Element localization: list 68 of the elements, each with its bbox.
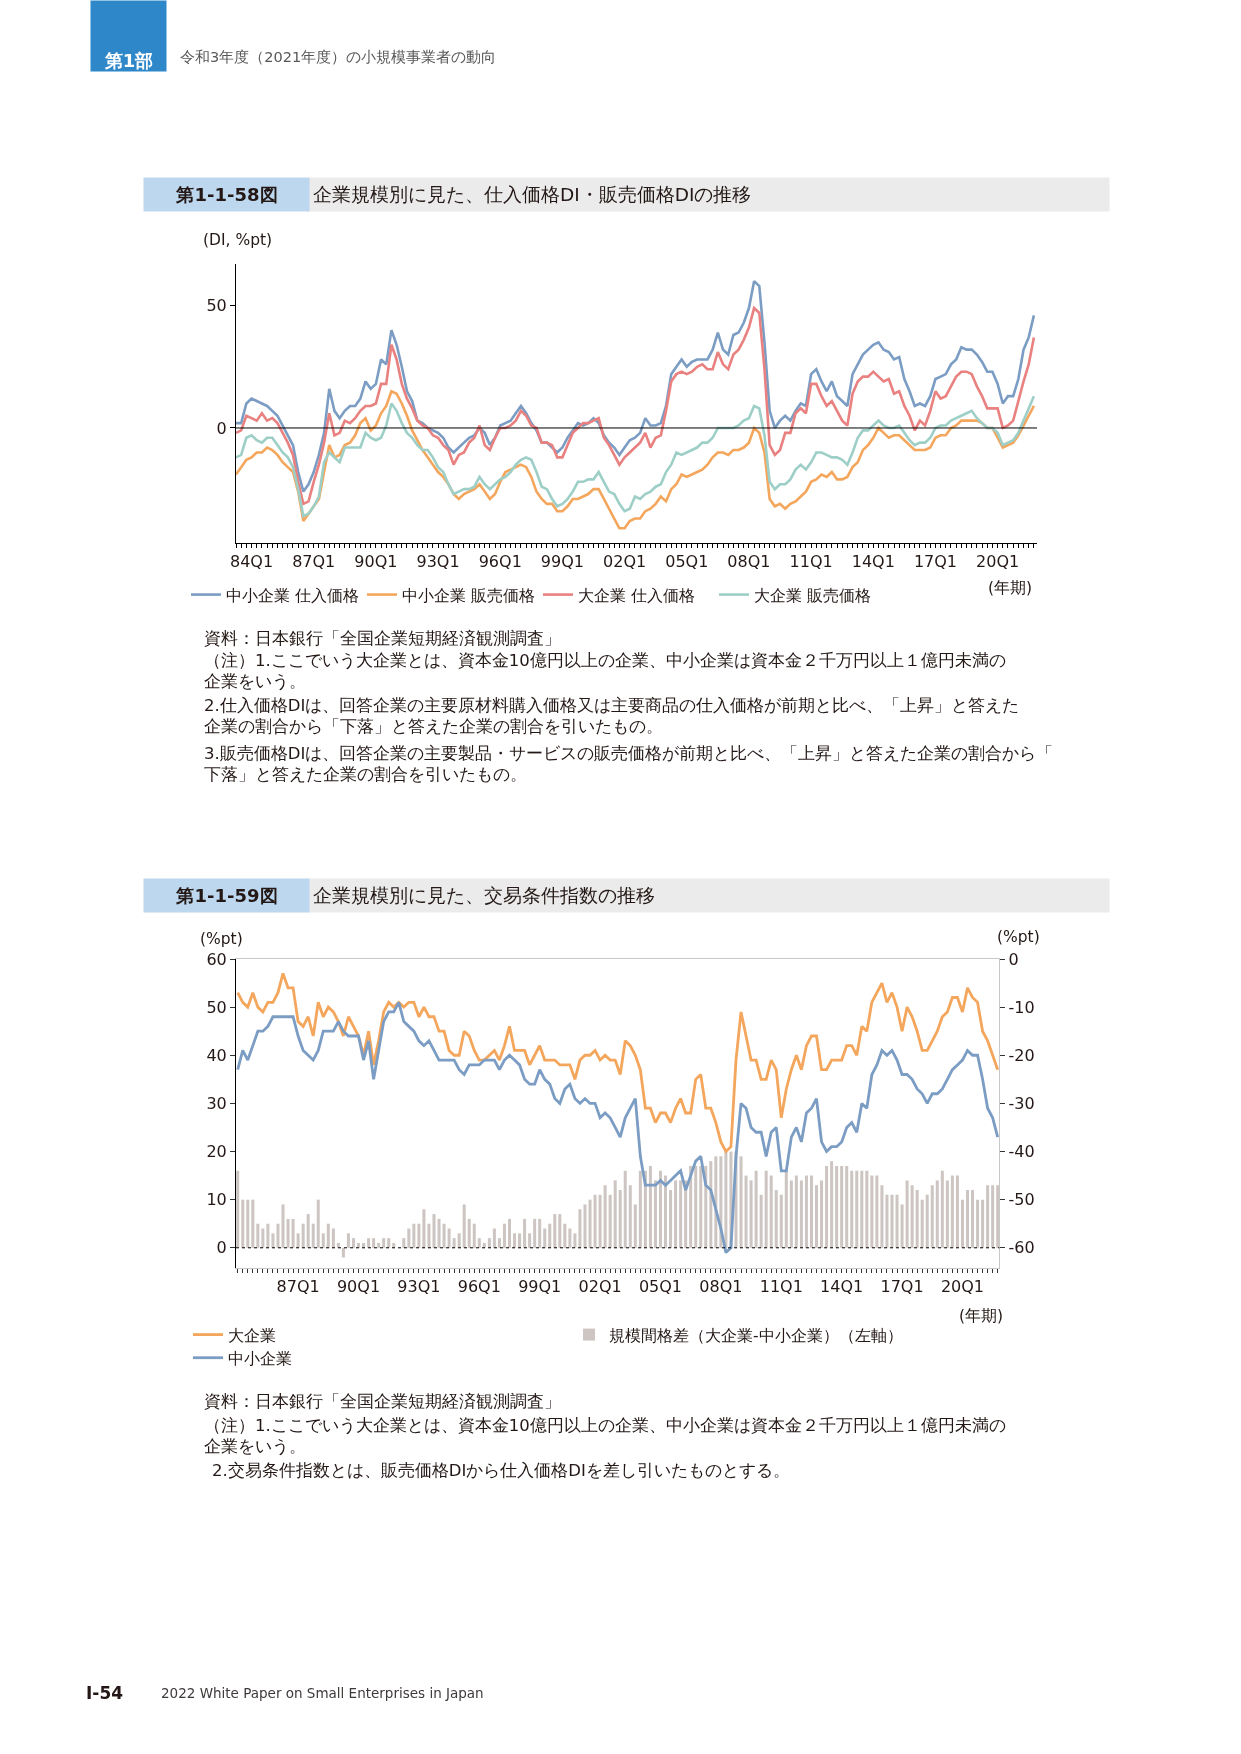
x-tick-label: 99Q1 — [540, 552, 584, 572]
x-tick-label: 08Q1 — [699, 1277, 743, 1297]
x-tick-label: 93Q1 — [397, 1277, 441, 1297]
y-tick-label: 30 — [206, 1093, 227, 1113]
text: 第1-1-58図 — [175, 184, 278, 205]
text: 2.交易条件指数とは、販売価格DIから仕入価格DIを差し引いたものとする。 — [212, 1461, 790, 1480]
x-tick-label: 96Q1 — [478, 552, 522, 572]
x-tick-label: 90Q1 — [354, 552, 398, 572]
x-tick-label: 90Q1 — [336, 1277, 381, 1297]
x-tick-label: 20Q1 — [976, 552, 1020, 572]
text: （注）1.ここでいう大企業とは、資本金10億円以上の企業、中小企業は資本金２千万円以上１億円未満の企業をいう。 — [204, 651, 1006, 692]
x-tick-label: 96Q1 — [457, 1277, 501, 1297]
text: 資料：日本銀行「全国企業短期経済観測調査」 — [204, 629, 561, 648]
y-axis-title: (DI, %pt) — [203, 231, 273, 249]
x-tick-label: 87Q1 — [292, 552, 336, 572]
text: 3.販売価格DIは、回答企業の主要製品・サービスの販売価格が前期と比べ、「上昇」と答えた企業の割合から「下落」と答えた企業の割合を引いたもの。 — [204, 744, 1054, 785]
y-tick-label: 0 — [216, 418, 227, 438]
y-tick-label: 60 — [206, 949, 227, 969]
text: 2022 White Paper on Small Enterprises in Japan — [161, 1685, 484, 1701]
legend-label: 規模間格差（大企業-中小企業）（左軸） — [609, 1326, 903, 1345]
y2-tick-label: -30 — [1008, 1093, 1035, 1113]
legend-label: 大企業 仕入価格 — [578, 586, 695, 605]
x-tick-label: 17Q1 — [913, 552, 958, 572]
legend-label: 中小企業 仕入価格 — [226, 586, 359, 605]
x-axis-title: (年期) — [988, 579, 1033, 597]
legend-label: 中小企業 — [228, 1349, 292, 1368]
text: I-54 — [86, 1683, 124, 1703]
y-tick-label: 10 — [206, 1190, 227, 1210]
x-tick-label: 14Q1 — [820, 1277, 864, 1297]
text: 第1-1-59図 — [175, 885, 278, 906]
y-tick-label: 40 — [206, 1045, 227, 1065]
x-tick-label: 87Q1 — [276, 1277, 320, 1297]
y-tick-label: 50 — [206, 997, 227, 1017]
y2-tick-label: -40 — [1008, 1142, 1035, 1162]
text: （注）1.ここでいう大企業とは、資本金10億円以上の企業、中小企業は資本金２千万円以上１億円未満の企業をいう。 — [204, 1416, 1006, 1457]
y-axis-title: (%pt) — [200, 930, 243, 948]
x-tick-label: 05Q1 — [638, 1277, 683, 1297]
legend-label: 大企業 — [228, 1326, 276, 1345]
x-tick-label: 93Q1 — [416, 552, 460, 572]
x-tick-label: 02Q1 — [603, 552, 647, 572]
chart-title: 企業規模別に見た、仕入価格DI・販売価格DIの推移 — [313, 184, 752, 205]
x-tick-label: 02Q1 — [578, 1277, 622, 1297]
text: 資料：日本銀行「全国企業短期経済観測調査」 — [204, 1392, 561, 1411]
y2-tick-label: -60 — [1008, 1238, 1035, 1258]
x-tick-label: 20Q1 — [940, 1277, 985, 1297]
x-tick-label: 84Q1 — [229, 552, 274, 572]
chart-title: 企業規模別に見た、交易条件指数の推移 — [313, 885, 655, 906]
x-tick-label: 11Q1 — [759, 1277, 803, 1297]
y2-tick-label: -20 — [1008, 1045, 1035, 1065]
legend-label: 中小企業 販売価格 — [402, 586, 535, 605]
x-tick-label: 11Q1 — [789, 552, 833, 572]
x-axis-title: (年期) — [959, 1307, 1004, 1325]
y-tick-label: 20 — [206, 1142, 227, 1162]
x-tick-label: 17Q1 — [880, 1277, 924, 1297]
text: 2.仕入価格DIは、回答企業の主要原材料購入価格又は主要商品の仕入価格が前期と比べ、「上昇」と答えた企業の割合から「下落」と答えた企業の割合を引いたもの。 — [204, 696, 1020, 737]
y-tick-label: 0 — [216, 1238, 227, 1258]
y2-tick-label: 0 — [1008, 949, 1019, 969]
x-tick-label: 08Q1 — [727, 552, 771, 572]
y-tick-label: 50 — [206, 296, 227, 316]
y2-axis-title: (%pt) — [997, 928, 1040, 946]
text: 第1部 — [103, 50, 154, 71]
y2-tick-label: -10 — [1008, 997, 1035, 1017]
y2-tick-label: -50 — [1008, 1190, 1035, 1210]
x-tick-label: 99Q1 — [518, 1277, 562, 1297]
x-tick-label: 14Q1 — [851, 552, 895, 572]
legend-label: 大企業 販売価格 — [754, 586, 871, 605]
x-tick-label: 05Q1 — [665, 552, 709, 572]
text: 令和3年度（2021年度）の小規模事業者の動向 — [180, 49, 497, 65]
